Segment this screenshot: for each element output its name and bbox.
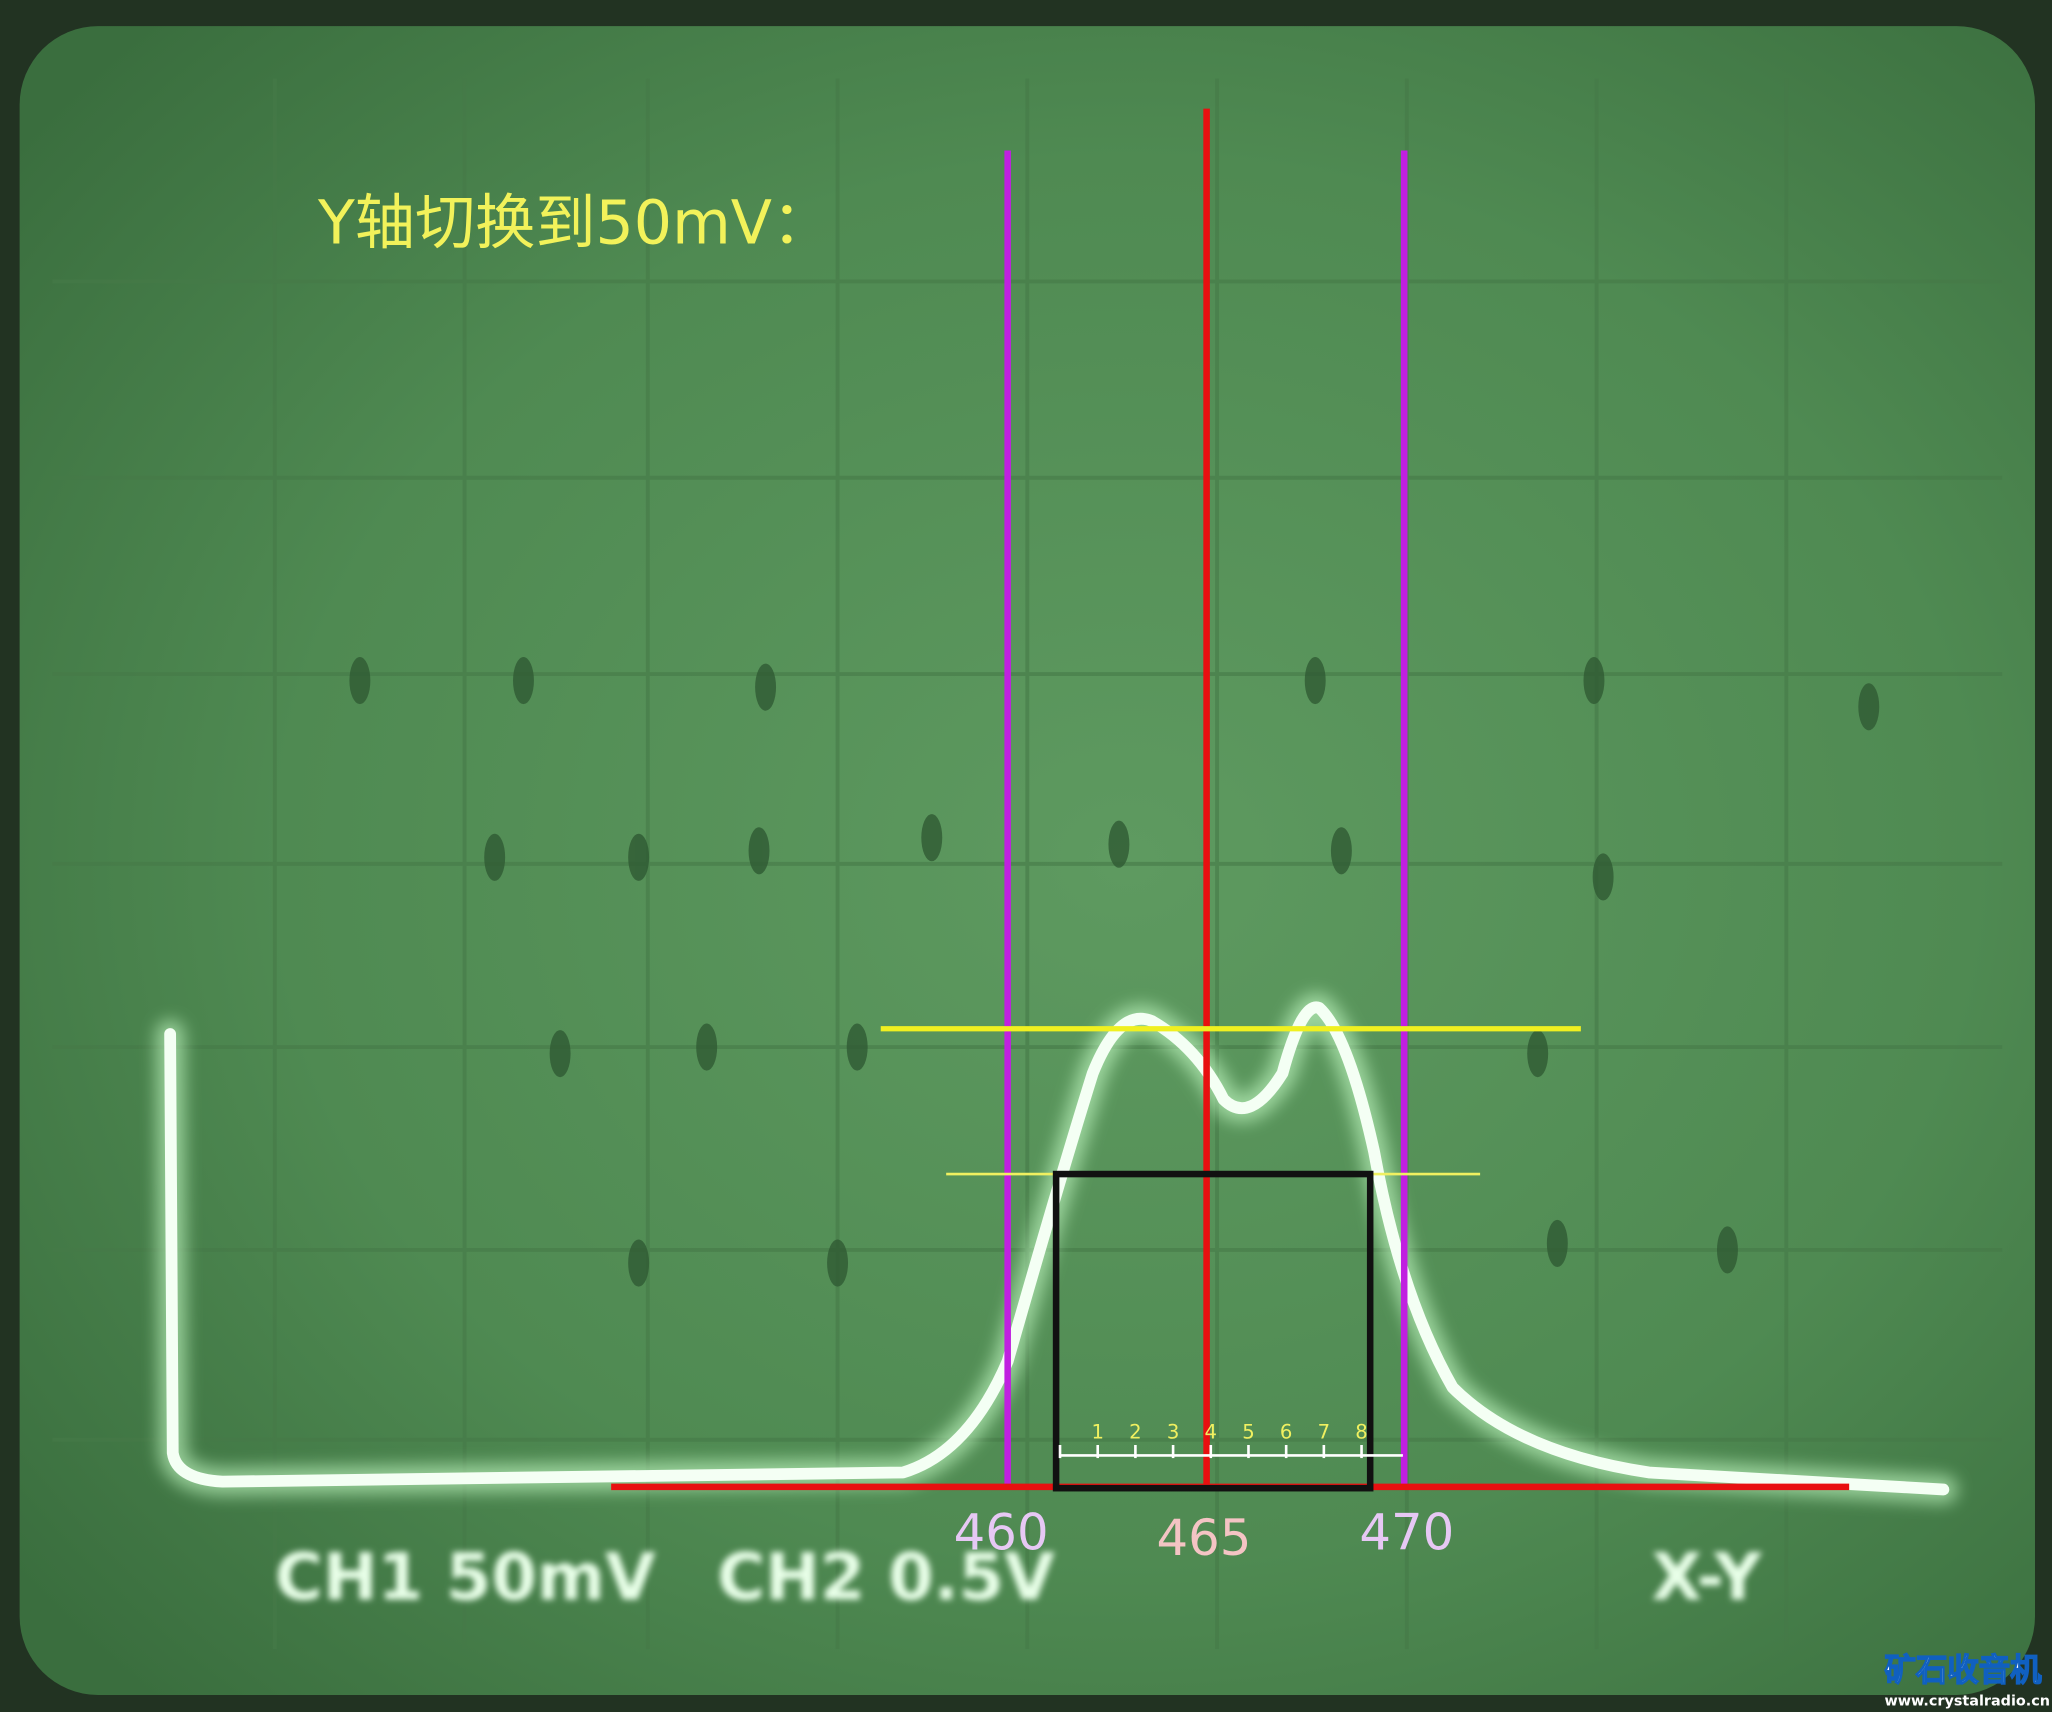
scale-label: 4 xyxy=(1205,1420,1217,1443)
graticule-dots xyxy=(349,657,1880,1287)
scale-label: 8 xyxy=(1355,1420,1367,1443)
scale-label: 2 xyxy=(1129,1420,1141,1443)
readout: CH2 0.5V xyxy=(717,1539,1055,1615)
readout: X-Y xyxy=(1652,1539,1764,1615)
scale-label: 1 xyxy=(1091,1420,1103,1443)
scale: 1 2 3 4 5 6 7 8 xyxy=(1058,1420,1368,1459)
annotations xyxy=(611,108,1850,1492)
bandwidth-box xyxy=(1052,1170,1374,1492)
trace xyxy=(155,993,1958,1504)
scale-label: 7 xyxy=(1318,1420,1330,1443)
scale-label: 6 xyxy=(1280,1420,1292,1443)
freq-label: 460 xyxy=(954,1504,1049,1562)
freq-label: 470 xyxy=(1359,1504,1454,1562)
watermark: 矿石收音机 xyxy=(1884,1652,2042,1689)
scale-label: 3 xyxy=(1167,1420,1179,1443)
watermark-url: www.crystalradio.cn xyxy=(1884,1693,2050,1709)
scale-label: 5 xyxy=(1242,1420,1254,1443)
readout: CH1 50mV xyxy=(275,1539,656,1615)
freq-label: 465 xyxy=(1157,1509,1252,1567)
title: Y轴切换到50mV： xyxy=(317,188,832,258)
